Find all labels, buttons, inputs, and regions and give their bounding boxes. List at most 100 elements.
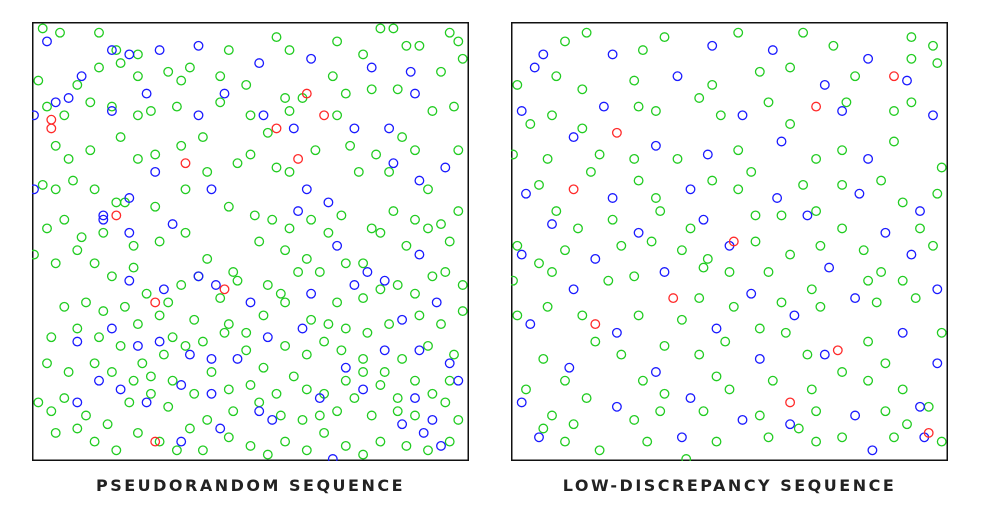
blue-point [607,49,618,60]
blue-point [659,267,670,277]
blue-point [193,271,204,282]
green-point [436,219,446,230]
green-point [616,349,627,360]
blue-point [431,297,442,308]
blue-point [436,440,446,451]
green-point [340,258,351,269]
low-discrepancy-caption: LOW-DISCREPANCY SEQUENCE [562,476,897,495]
green-point [388,206,399,217]
green-point [876,175,887,186]
green-point [392,280,403,290]
green-point [154,310,165,321]
blue-point [516,397,527,408]
green-point [897,384,908,395]
green-point [366,223,377,234]
green-point [889,432,899,443]
green-point [379,367,390,377]
green-point [538,353,549,364]
green-point [301,384,312,395]
green-point [128,240,139,251]
green-point [811,406,822,417]
green-point [280,245,291,256]
green-point [280,93,291,103]
green-point [163,297,174,308]
green-point [384,319,395,330]
green-point [63,367,74,377]
green-point [106,271,117,282]
blue-point [789,310,800,321]
green-point [366,410,377,421]
green-point [858,245,869,256]
blue-point [340,362,351,373]
green-point [94,27,104,38]
green-point [863,275,874,286]
green-point [284,223,295,234]
green-point [811,153,822,164]
blue-point [193,40,204,51]
green-point [423,223,433,234]
green-point [76,232,87,243]
green-point [694,93,705,103]
blue-point [568,132,579,143]
green-point [410,375,420,386]
green-point [573,223,583,234]
blue-point [611,327,622,338]
green-point [410,410,420,421]
green-point [928,240,938,251]
blue-point [184,349,195,360]
blue-point [206,388,217,399]
green-point [392,84,403,95]
blue-point [124,193,135,203]
green-point [228,267,239,277]
green-point [59,110,70,121]
green-point [646,236,657,247]
blue-point [521,188,531,199]
green-point [577,310,588,321]
green-point [132,110,143,121]
green-point [267,214,278,225]
green-point [568,419,579,430]
green-point [410,214,420,225]
blue-point [863,53,874,64]
green-point [863,375,874,386]
blue-point [867,445,878,456]
green-point [711,436,722,447]
green-point [46,406,57,417]
green-point [232,275,243,286]
blue-point [607,193,618,203]
red-point [150,297,161,308]
green-point [50,140,61,151]
blue-point [362,267,373,277]
blue-point [850,410,861,421]
green-point [936,162,947,173]
green-point [746,166,757,177]
green-point [547,410,557,421]
green-point [436,319,446,330]
green-point [171,101,182,112]
green-point [124,397,135,408]
blue-point [824,262,835,273]
green-point [577,84,588,95]
green-point [603,275,614,286]
green-point [521,384,531,395]
green-point [449,349,459,360]
green-point [241,345,252,356]
green-point [115,132,126,143]
blue-point [590,253,601,264]
green-point [301,253,312,264]
green-point [106,101,117,112]
green-point [410,288,420,299]
blue-point [410,393,420,404]
green-point [223,201,234,212]
blue-point [301,184,312,195]
blue-point [564,362,575,373]
blue-point [802,210,813,221]
blue-point [106,323,117,334]
green-point [392,406,403,417]
green-point [802,349,813,360]
green-point [711,371,722,382]
green-point [301,349,312,360]
blue-point [379,275,390,286]
blue-point [767,45,778,56]
blue-point [297,323,308,334]
